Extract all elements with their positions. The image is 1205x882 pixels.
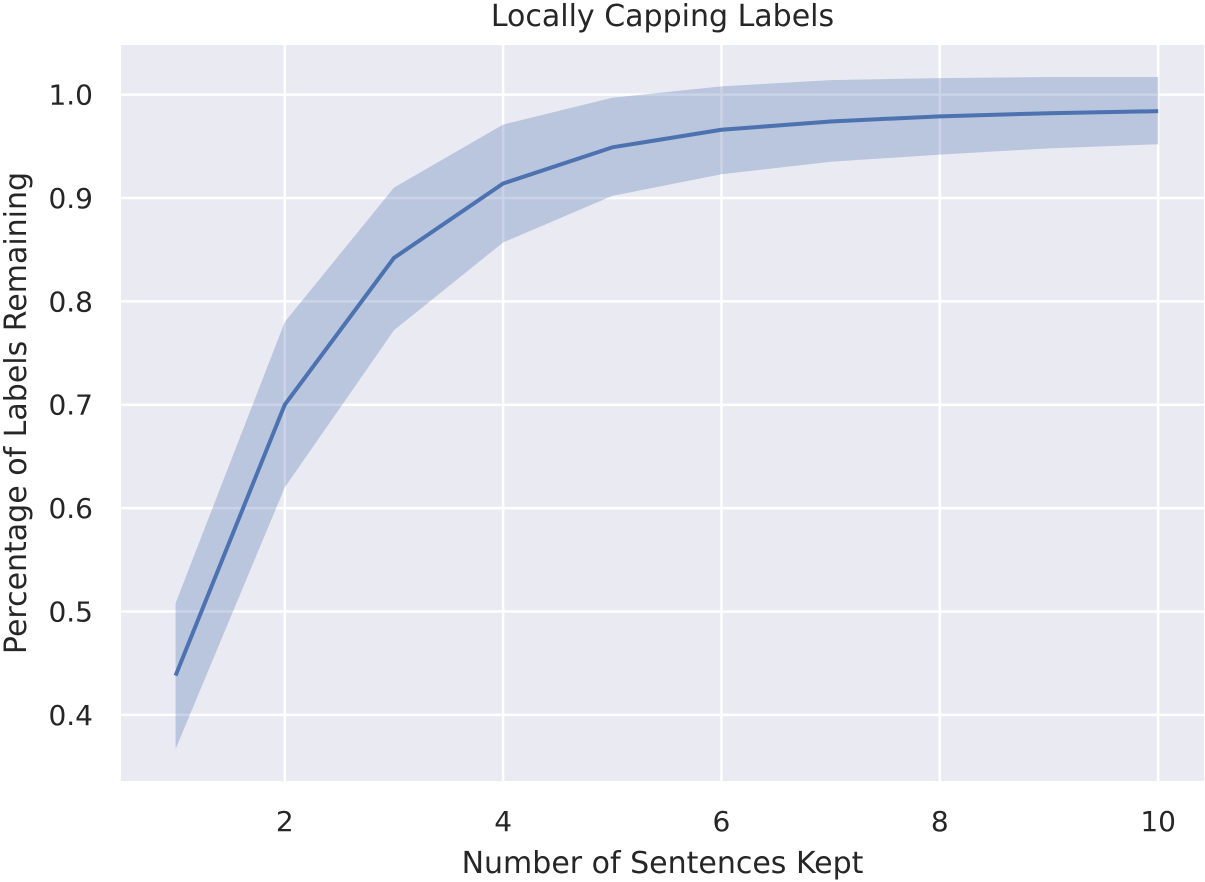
y-tick-label: 0.9 bbox=[48, 182, 93, 215]
x-tick-label: 4 bbox=[494, 805, 512, 838]
grid-lines bbox=[121, 45, 1204, 781]
y-axis-ticks: 0.4 0.5 0.6 0.7 0.8 0.9 1.0 bbox=[48, 79, 93, 732]
y-axis-title: Percentage of Labels Remaining bbox=[0, 172, 34, 654]
chart-title: Locally Capping Labels bbox=[491, 0, 834, 34]
x-axis-ticks: 2 4 6 8 10 bbox=[276, 805, 1176, 838]
y-tick-label: 0.7 bbox=[48, 389, 93, 422]
confidence-band bbox=[175, 77, 1159, 749]
series-line bbox=[173, 109, 1159, 677]
y-tick-label: 0.8 bbox=[48, 285, 93, 318]
x-tick-label: 6 bbox=[713, 805, 731, 838]
y-tick-label: 1.0 bbox=[48, 79, 93, 112]
plot-area bbox=[121, 45, 1204, 781]
x-tick-label: 8 bbox=[931, 805, 949, 838]
y-tick-label: 0.4 bbox=[48, 699, 93, 732]
x-tick-label: 10 bbox=[1140, 805, 1176, 838]
x-axis-title: Number of Sentences Kept bbox=[462, 846, 864, 881]
y-tick-label: 0.6 bbox=[48, 492, 93, 525]
y-tick-label: 0.5 bbox=[48, 595, 93, 628]
x-tick-label: 2 bbox=[276, 805, 294, 838]
